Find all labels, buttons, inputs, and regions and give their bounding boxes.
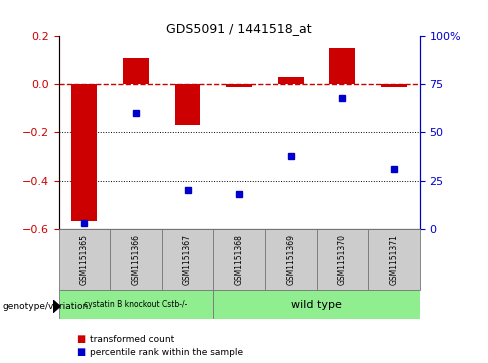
Bar: [59, 229, 110, 290]
Bar: [123, 58, 149, 85]
Text: transformed count: transformed count: [90, 335, 175, 344]
Bar: [226, 85, 252, 87]
Text: genotype/variation: genotype/variation: [2, 302, 89, 311]
Polygon shape: [53, 300, 60, 313]
Bar: [175, 85, 201, 125]
Bar: [329, 48, 355, 85]
Text: GSM1151368: GSM1151368: [235, 234, 244, 285]
Bar: [317, 229, 368, 290]
Text: percentile rank within the sample: percentile rank within the sample: [90, 348, 244, 356]
Text: cystatin B knockout Cstb-/-: cystatin B knockout Cstb-/-: [84, 301, 187, 309]
Text: GSM1151371: GSM1151371: [389, 234, 398, 285]
Bar: [110, 229, 162, 290]
Title: GDS5091 / 1441518_at: GDS5091 / 1441518_at: [166, 22, 312, 35]
Text: GSM1151370: GSM1151370: [338, 234, 347, 285]
Text: GSM1151367: GSM1151367: [183, 234, 192, 285]
Text: GSM1151369: GSM1151369: [286, 234, 295, 285]
Bar: [278, 77, 304, 85]
Bar: [381, 85, 407, 87]
Bar: [265, 229, 317, 290]
Bar: [213, 229, 265, 290]
Text: GSM1151366: GSM1151366: [131, 234, 141, 285]
Text: GSM1151365: GSM1151365: [80, 234, 89, 285]
Bar: [59, 290, 213, 319]
Bar: [71, 85, 97, 221]
Text: ■: ■: [76, 334, 85, 344]
Bar: [213, 290, 420, 319]
Bar: [162, 229, 213, 290]
Text: ■: ■: [76, 347, 85, 357]
Bar: [368, 229, 420, 290]
Text: wild type: wild type: [291, 300, 342, 310]
